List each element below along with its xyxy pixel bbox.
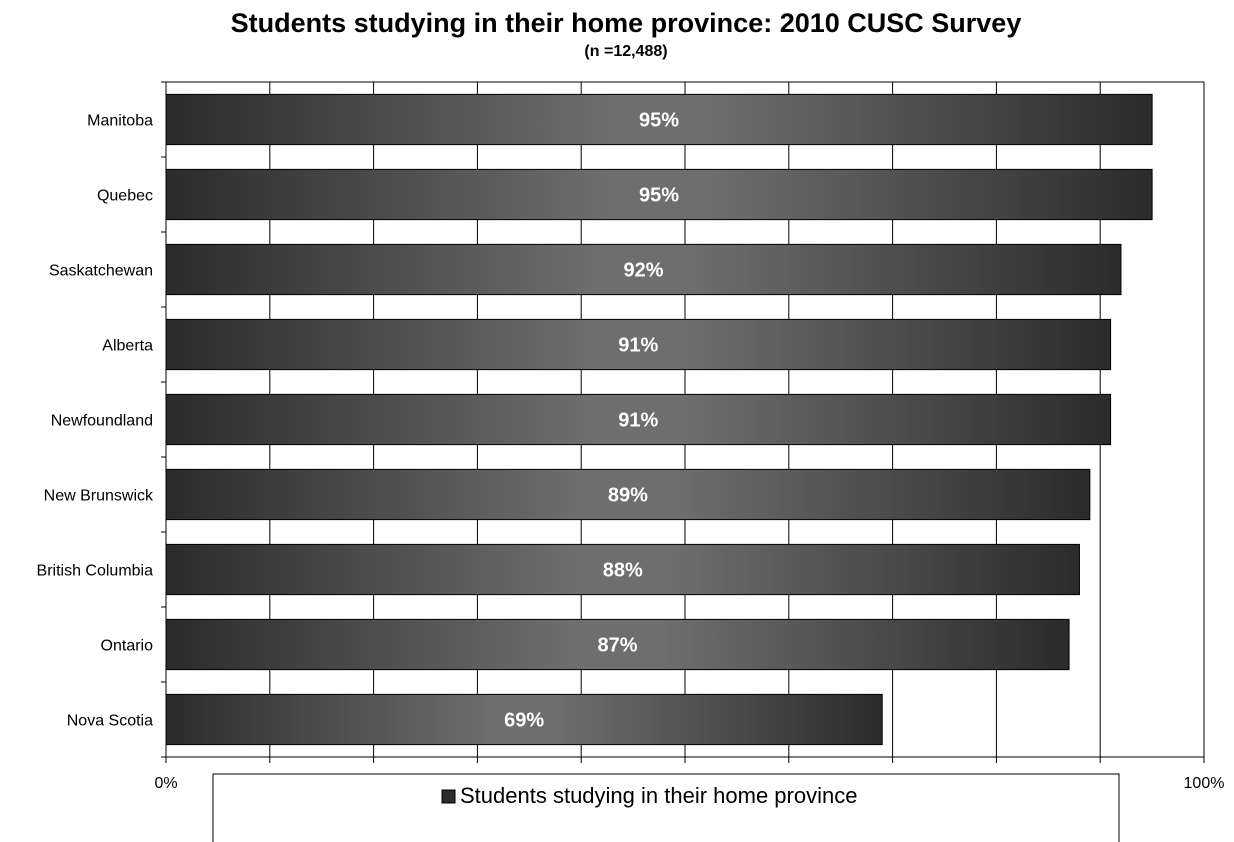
category-label: Saskatchewan bbox=[49, 263, 153, 280]
chart-title: Students studying in their home province… bbox=[231, 8, 1022, 38]
legend-box bbox=[212, 773, 1120, 842]
bar bbox=[165, 243, 1122, 296]
legend: Students studying in their home province bbox=[212, 773, 1120, 842]
bar bbox=[165, 618, 1070, 671]
bar bbox=[165, 93, 1153, 146]
category-label: Nova Scotia bbox=[67, 713, 153, 730]
bar-data-label: 87% bbox=[598, 635, 638, 657]
bar-data-label: 95% bbox=[639, 110, 679, 132]
category-label: British Columbia bbox=[37, 563, 154, 580]
x-tick-label: 0% bbox=[154, 775, 177, 792]
bar bbox=[165, 693, 883, 746]
bar bbox=[165, 318, 1112, 371]
bar-data-label: 91% bbox=[618, 335, 658, 357]
bar-data-label: 95% bbox=[639, 185, 679, 207]
category-label: Newfoundland bbox=[51, 413, 153, 430]
plot-area: 0%10%20%30%40%50%60%70%80%90%100%95%Mani… bbox=[37, 81, 1225, 792]
bar-data-label: 89% bbox=[608, 485, 648, 507]
x-tick-label: 100% bbox=[1184, 775, 1225, 792]
category-label: Alberta bbox=[102, 338, 153, 355]
bar-data-label: 92% bbox=[623, 260, 663, 282]
category-label: Manitoba bbox=[87, 113, 153, 130]
bar bbox=[165, 543, 1080, 596]
chart-subtitle: (n =12,488) bbox=[584, 43, 667, 60]
bar bbox=[165, 393, 1112, 446]
legend-swatch bbox=[441, 789, 456, 804]
bar bbox=[165, 168, 1153, 221]
bar-data-label: 69% bbox=[504, 710, 544, 732]
bar-data-label: 91% bbox=[618, 410, 658, 432]
bar bbox=[165, 468, 1091, 521]
category-label: Quebec bbox=[97, 188, 153, 205]
category-label: New Brunswick bbox=[44, 488, 154, 505]
category-label: Ontario bbox=[101, 638, 154, 655]
bar-data-label: 88% bbox=[603, 560, 643, 582]
legend-label: Students studying in their home province bbox=[460, 783, 857, 808]
